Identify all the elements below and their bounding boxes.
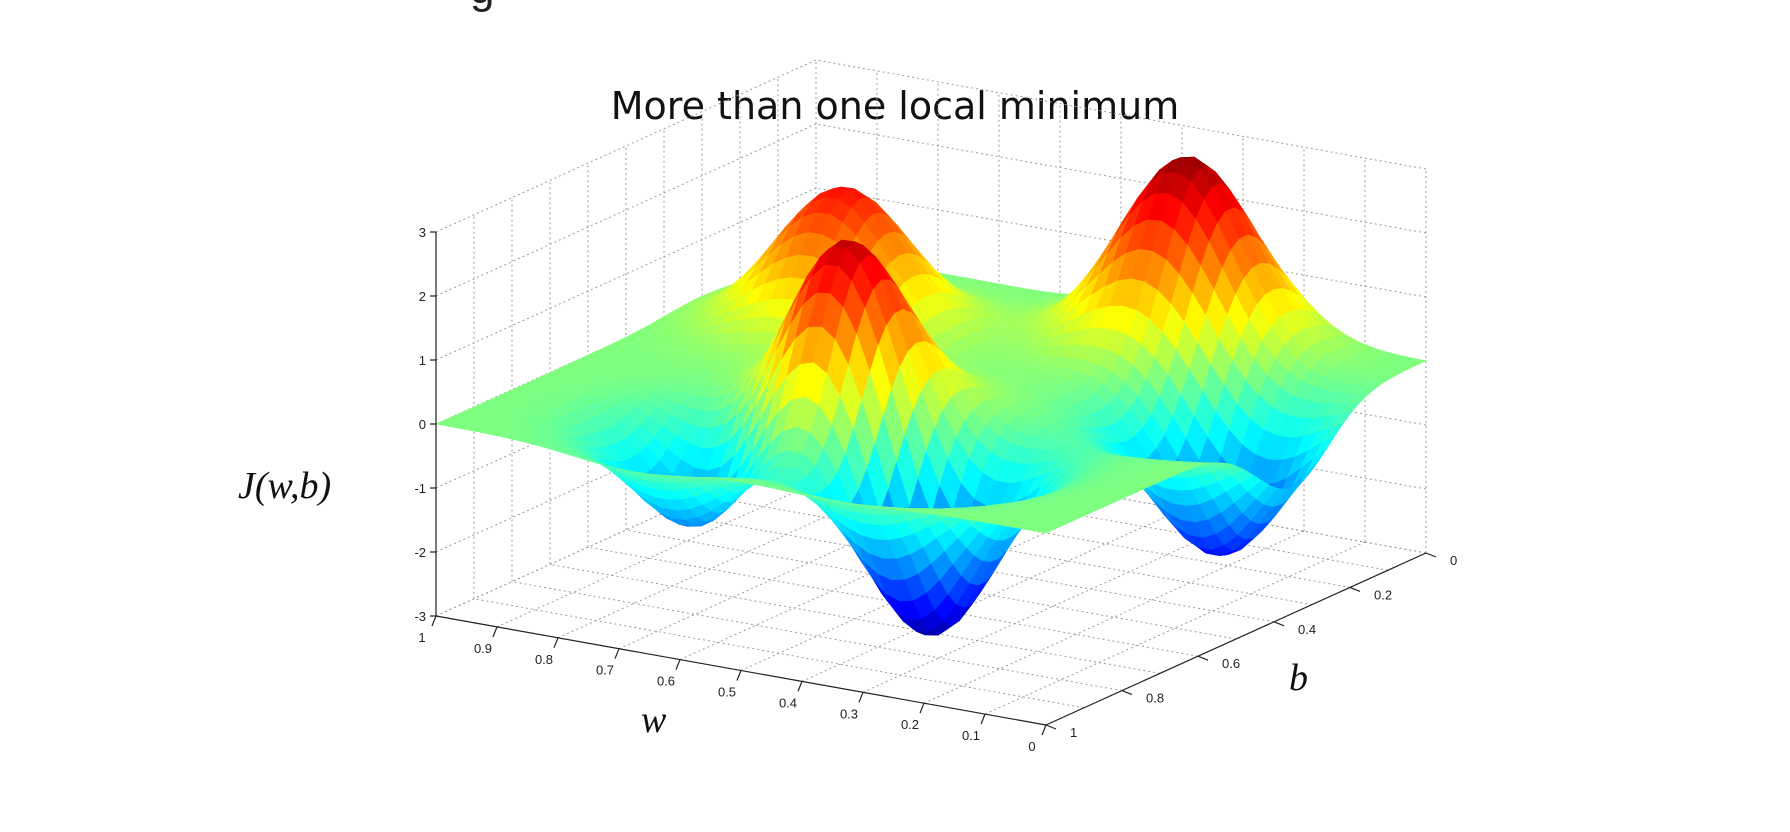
y-tick-label: 0.2 [1374, 587, 1392, 602]
z-tick-label: 2 [419, 289, 426, 304]
z-tick-label: 0 [419, 417, 426, 432]
y-tick-mark [1273, 621, 1285, 627]
x-tick-label: 0 [1028, 739, 1035, 754]
y-tick-label: 0.4 [1298, 622, 1316, 637]
grid-line [625, 529, 1237, 640]
x-tick-label: 0.7 [596, 663, 614, 678]
grid-line [815, 59, 1427, 170]
x-tick-label: 1 [418, 630, 425, 645]
y-tick-mark [1121, 690, 1133, 696]
grid-line [587, 546, 1199, 657]
z-tick-label: 1 [419, 353, 426, 368]
z-tick-label: -3 [414, 609, 426, 624]
x-tick-mark [858, 692, 864, 703]
y-tick-mark [1197, 655, 1209, 661]
grid-line [473, 598, 1085, 709]
surface-mesh [434, 156, 1427, 636]
y-tick-mark [1045, 724, 1057, 730]
x-tick-mark [675, 659, 681, 670]
y-tick-label: 0.6 [1222, 656, 1240, 671]
x-tick-label: 0.1 [962, 728, 980, 743]
x-tick-label: 0.8 [535, 652, 553, 667]
grid-line [815, 187, 1427, 298]
grid-line [815, 123, 1427, 234]
x-tick-mark [492, 626, 498, 638]
x-tick-mark [797, 681, 803, 692]
tick-labels: 0 0.1 0.2 0.3 0.4 0.5 0.6 0.7 0.8 0.9 1 0 0.2 0.4 0.6 0… [414, 225, 1457, 754]
slide-heading-fragment: g [470, 0, 494, 14]
x-tick-mark [736, 670, 742, 681]
y-tick-label: 1 [1070, 725, 1077, 740]
x-tick-label: 0.4 [779, 695, 797, 710]
x-axis-label: w [641, 699, 667, 741]
x-tick-mark [1041, 724, 1047, 736]
grid-line [549, 563, 1161, 674]
z-tick-label: -1 [414, 481, 426, 496]
y-tick-label: 0 [1450, 553, 1457, 568]
grid-line [435, 59, 817, 233]
chart-title: More than one local minimum [610, 84, 1180, 128]
y-tick-label: 0.8 [1146, 691, 1164, 706]
y-tick-mark [1349, 586, 1361, 592]
y-tick-mark [1425, 552, 1437, 558]
y-axis-line [1045, 552, 1427, 726]
surface-patch [1031, 526, 1056, 534]
x-tick-label: 0.9 [474, 641, 492, 656]
x-tick-label: 0.6 [657, 674, 675, 689]
x-tick-mark [919, 702, 925, 714]
y-axis-label: b [1289, 657, 1308, 699]
x-tick-mark [980, 713, 986, 725]
x-tick-mark [614, 648, 620, 659]
x-tick-label: 0.2 [901, 717, 919, 732]
x-tick-label: 0.5 [718, 685, 736, 700]
x-tick-mark [431, 615, 437, 627]
axis-labels: J(w,b) w b [238, 465, 1308, 741]
z-tick-label: -2 [414, 545, 426, 560]
z-axis-label: J(w,b) [238, 465, 331, 507]
grid-line [511, 581, 1123, 692]
z-tick-label: 3 [419, 225, 426, 240]
grid-line [701, 495, 1313, 606]
grid-line [663, 512, 1275, 623]
x-tick-label: 0.3 [840, 706, 858, 721]
x-tick-mark [553, 637, 559, 649]
